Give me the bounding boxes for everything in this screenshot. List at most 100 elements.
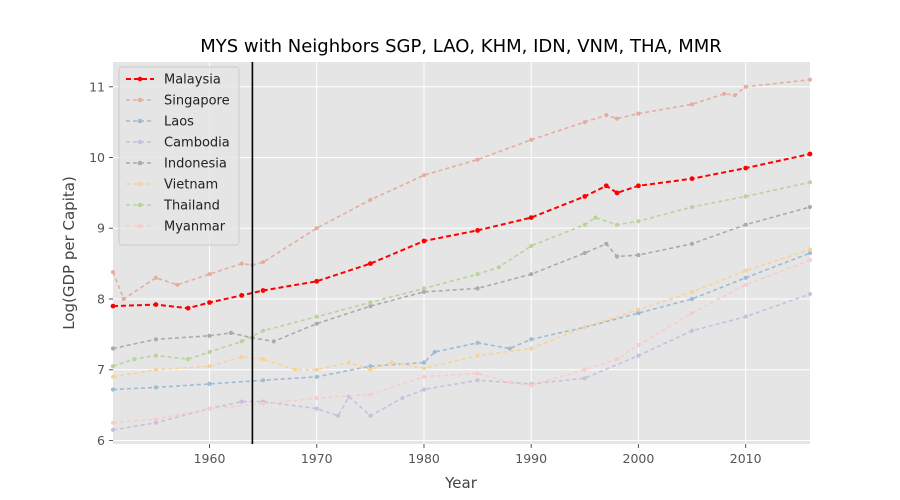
data-point-thailand	[529, 243, 534, 248]
data-point-cambodia	[368, 413, 373, 418]
data-point-laos	[475, 340, 480, 345]
chart-title: MYS with Neighbors SGP, LAO, KHM, IDN, V…	[200, 36, 722, 57]
y-tick-label: 7	[97, 362, 105, 377]
data-point-indonesia	[614, 254, 620, 259]
data-point-myanmar	[743, 282, 748, 287]
data-point-singapore	[110, 270, 116, 275]
data-point-singapore	[604, 113, 609, 118]
data-point-cambodia	[689, 328, 695, 333]
data-point-vietnam	[110, 374, 116, 379]
series-indonesia	[110, 204, 813, 351]
data-point-singapore	[636, 111, 641, 116]
data-point-vietnam	[239, 354, 244, 360]
data-point-indonesia	[529, 272, 534, 277]
legend-marker-myanmar	[137, 223, 143, 229]
x-tick-label: 1990	[515, 451, 547, 466]
data-point-singapore	[121, 296, 126, 302]
data-point-cambodia	[475, 378, 480, 383]
data-point-singapore	[614, 116, 620, 121]
data-point-laos	[636, 311, 641, 316]
x-tick-label: 2010	[730, 451, 762, 466]
x-tick-label: 1960	[194, 451, 226, 466]
y-axis-label: Log(GDP per Capita)	[60, 176, 78, 330]
data-point-myanmar	[636, 342, 641, 348]
legend-label-indonesia: Indonesia	[164, 157, 227, 172]
data-point-thailand	[239, 339, 244, 344]
data-point-laos	[507, 346, 512, 351]
data-point-vietnam	[582, 325, 587, 330]
data-point-indonesia	[207, 333, 212, 338]
data-point-indonesia	[153, 337, 158, 342]
series-singapore	[110, 77, 813, 302]
y-tick-label: 8	[97, 291, 105, 306]
data-point-thailand	[186, 357, 191, 362]
data-point-singapore	[261, 260, 266, 265]
data-point-vietnam	[314, 367, 319, 372]
data-point-thailand	[153, 353, 158, 358]
data-point-singapore	[368, 197, 373, 202]
data-point-laos	[432, 349, 437, 355]
data-point-cambodia	[239, 399, 244, 404]
data-point-indonesia	[636, 253, 641, 258]
legend-marker-thailand	[137, 202, 143, 208]
data-point-myanmar	[689, 311, 695, 316]
data-point-malaysia	[207, 300, 212, 305]
data-point-malaysia	[314, 278, 320, 284]
data-point-vietnam	[421, 366, 427, 371]
data-point-cambodia	[314, 406, 319, 411]
data-point-malaysia	[528, 215, 534, 221]
data-point-thailand	[421, 286, 427, 291]
data-point-thailand	[475, 272, 480, 277]
data-point-vietnam	[636, 307, 641, 312]
data-point-thailand	[593, 215, 598, 220]
data-point-thailand	[496, 265, 502, 270]
series-line-indonesia	[112, 206, 811, 350]
data-point-singapore	[582, 120, 587, 125]
data-point-thailand	[743, 194, 748, 199]
data-point-thailand	[636, 219, 641, 224]
data-point-vietnam	[807, 247, 813, 252]
data-point-thailand	[132, 357, 137, 362]
data-point-vietnam	[368, 367, 373, 372]
legend-box	[118, 66, 240, 246]
x-axis-label: Year	[444, 474, 478, 492]
data-point-thailand	[261, 328, 266, 333]
series-line-myanmar	[112, 259, 811, 424]
data-point-singapore	[722, 91, 727, 96]
data-point-thailand	[368, 300, 373, 305]
series-line-thailand	[112, 181, 811, 367]
data-point-thailand	[110, 364, 116, 369]
data-point-cambodia	[582, 376, 587, 381]
data-point-malaysia	[475, 228, 480, 233]
x-tick-label: 1970	[301, 451, 333, 466]
legend-label-malaysia: Malaysia	[164, 73, 221, 88]
legend-label-singapore: Singapore	[164, 94, 230, 109]
grid	[113, 62, 810, 444]
series-thailand	[110, 180, 813, 369]
data-point-indonesia	[582, 250, 587, 256]
data-point-indonesia	[421, 289, 427, 294]
data-point-myanmar	[314, 395, 319, 401]
data-point-vietnam	[689, 289, 695, 294]
data-point-thailand	[807, 180, 813, 185]
data-point-myanmar	[529, 383, 534, 388]
data-point-thailand	[582, 222, 587, 227]
series-layer	[110, 77, 813, 432]
series-line-malaysia	[112, 153, 811, 310]
data-point-malaysia	[239, 293, 245, 298]
y-tick-label: 10	[89, 150, 105, 165]
data-point-cambodia	[421, 387, 427, 392]
data-point-vietnam	[389, 360, 394, 365]
data-point-singapore	[421, 173, 427, 178]
data-point-laos	[421, 360, 427, 365]
legend-marker-indonesia	[137, 160, 143, 166]
series-laos	[110, 250, 813, 392]
data-point-thailand	[614, 222, 620, 227]
data-point-indonesia	[271, 339, 276, 344]
data-point-malaysia	[689, 176, 695, 182]
data-point-myanmar	[582, 367, 587, 372]
data-point-malaysia	[368, 261, 373, 266]
legend-label-vietnam: Vietnam	[164, 178, 218, 193]
data-point-vietnam	[475, 353, 480, 358]
